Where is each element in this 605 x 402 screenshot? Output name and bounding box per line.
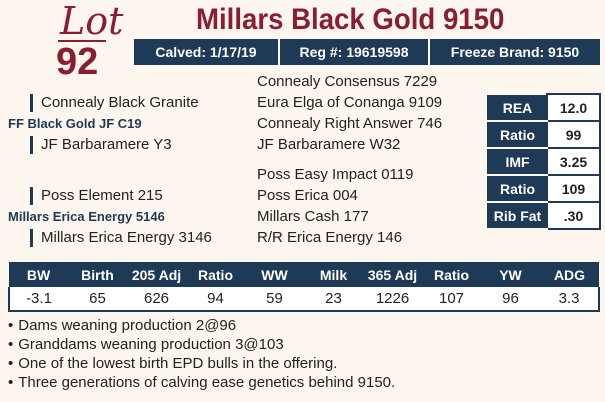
carcass-row: Ratio 109 <box>486 174 601 203</box>
carcass-value: 12.0 <box>546 93 601 122</box>
epd-value: 23 <box>304 287 363 312</box>
notes-list: Dams weaning production 2@96 Granddams w… <box>8 316 395 392</box>
carcass-row: REA 12.0 <box>486 93 601 122</box>
lot-number: 92 <box>56 41 99 83</box>
epd-header: Ratio <box>186 262 245 287</box>
lot-underline <box>58 40 106 42</box>
epd-value: 1226 <box>363 287 422 312</box>
epd-header-row: BW Birth 205 Adj Ratio WW Milk 365 Adj R… <box>9 262 599 287</box>
pedigree-sire-sire-sire: Connealy Consensus 7229 <box>257 73 438 90</box>
pedigree-sire-dam-sire: Connealy Right Answer 746 <box>257 115 443 132</box>
carcass-epd-table: REA 12.0 Ratio 99 IMF 3.25 Ratio 109 Rib… <box>486 93 601 230</box>
epd-header: ADG <box>540 262 599 287</box>
pedigree-sire-sire: Connealy Black Granite <box>30 94 199 112</box>
pedigree-dam-sire-dam: Poss Erica 004 <box>257 187 358 204</box>
epd-value: 107 <box>422 287 481 312</box>
epd-header: 205 Adj <box>127 262 186 287</box>
pedigree-sire-sire-dam: Eura Elga of Conanga 9109 <box>257 94 443 111</box>
note-item: One of the lowest birth EPD bulls in the… <box>8 354 395 373</box>
pedigree-sire: FF Black Gold JF C19 <box>8 116 142 131</box>
carcass-value: 99 <box>546 120 601 149</box>
pedigree-dam-dam: Millars Erica Energy 3146 <box>30 229 212 247</box>
carcass-value: 3.25 <box>546 147 601 176</box>
pedigree-sire-dam-dam: JF Barbaramere W32 <box>257 136 401 153</box>
epd-value: 65 <box>68 287 127 312</box>
epd-header: Birth <box>68 262 127 287</box>
pedigree-dam-dam-dam: R/R Erica Energy 146 <box>257 229 403 246</box>
carcass-row: Rib Fat .30 <box>486 201 601 230</box>
pedigree-sire-dam: JF Barbaramere Y3 <box>30 136 172 154</box>
calved-date: Calved: 1/17/19 <box>134 39 280 65</box>
info-bar: Calved: 1/17/19 Reg #: 19619598 Freeze B… <box>134 39 600 65</box>
note-item: Three generations of calving ease geneti… <box>8 373 395 392</box>
pedigree-dam-sire-sire: Poss Easy Impact 0119 <box>257 166 414 183</box>
note-item: Granddams weaning production 3@103 <box>8 335 395 354</box>
pedigree-dam-dam-sire: Millars Cash 177 <box>257 208 369 225</box>
carcass-label: REA <box>486 93 549 122</box>
epd-value: 3.3 <box>540 287 600 312</box>
carcass-value: 109 <box>546 174 601 203</box>
bull-name: Millars Black Gold 9150 <box>196 3 505 36</box>
carcass-label: IMF <box>486 147 549 176</box>
epd-value-row: -3.1 65 626 94 59 23 1226 107 96 3.3 <box>8 287 600 312</box>
freeze-brand: Freeze Brand: 9150 <box>450 44 580 60</box>
carcass-value: .30 <box>546 201 601 230</box>
epd-value: 626 <box>127 287 186 312</box>
carcass-label: Ratio <box>486 174 549 203</box>
epd-header: BW <box>9 262 68 287</box>
carcass-row: Ratio 99 <box>486 120 601 149</box>
epd-header: WW <box>245 262 304 287</box>
lot-label: Lot <box>60 0 124 43</box>
carcass-label: Rib Fat <box>486 201 549 230</box>
epd-table: BW Birth 205 Adj Ratio WW Milk 365 Adj R… <box>8 262 600 312</box>
pedigree-dam-sire: Poss Element 215 <box>30 187 163 205</box>
carcass-label: Ratio <box>486 120 549 149</box>
epd-header: Ratio <box>422 262 481 287</box>
registration-number: Reg #: 19619598 <box>280 39 430 65</box>
epd-header: Milk <box>304 262 363 287</box>
note-item: Dams weaning production 2@96 <box>8 316 395 335</box>
epd-header: YW <box>481 262 540 287</box>
pedigree-dam: Millars Erica Energy 5146 <box>8 209 165 224</box>
epd-value: 59 <box>245 287 304 312</box>
epd-value: -3.1 <box>8 287 68 312</box>
epd-header: 365 Adj <box>363 262 422 287</box>
epd-value: 96 <box>481 287 540 312</box>
carcass-row: IMF 3.25 <box>486 147 601 176</box>
epd-value: 94 <box>186 287 245 312</box>
